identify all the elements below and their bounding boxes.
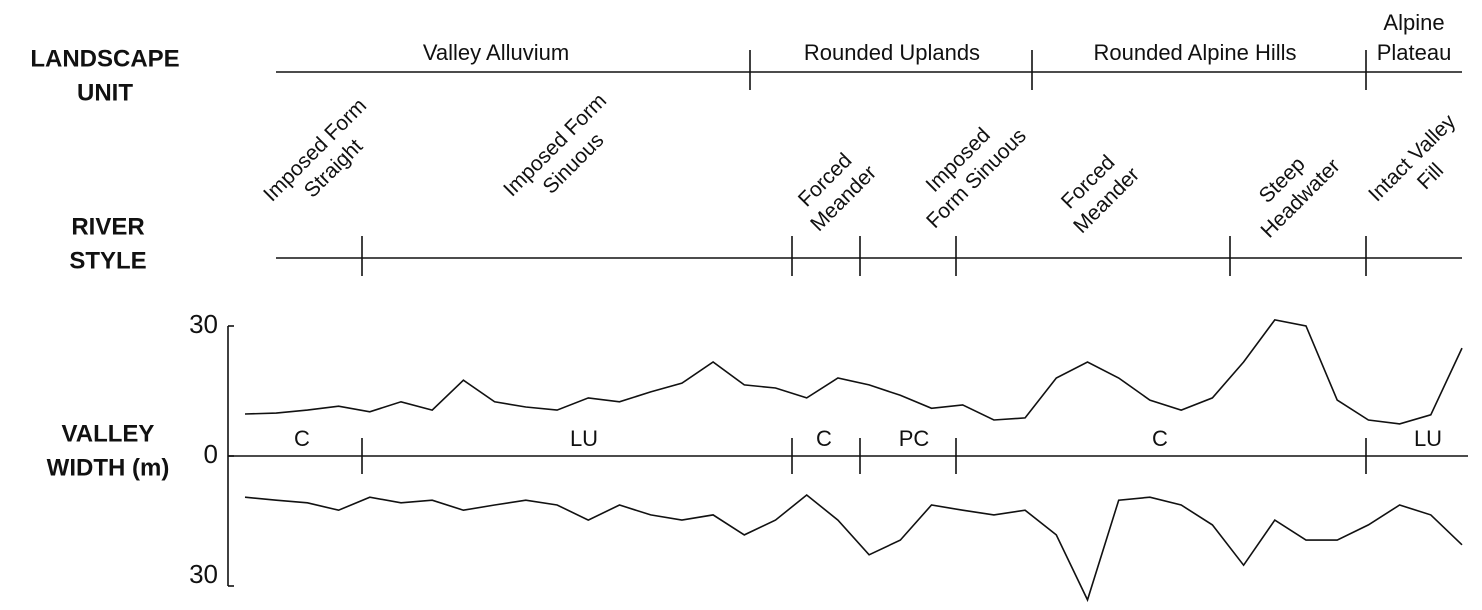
landscape-unit: Rounded Alpine Hills	[1093, 40, 1296, 65]
confinement-label: C	[294, 426, 310, 451]
y-tick-label: 0	[204, 439, 218, 469]
valley-width-trace	[244, 319, 1463, 425]
river-style-line: Intact Valley	[1364, 110, 1460, 206]
row-label: WIDTH (m)	[47, 454, 170, 481]
row-label: STYLE	[69, 247, 146, 274]
confinement-label: C	[816, 426, 832, 451]
confinement-label: PC	[899, 426, 930, 451]
confinement-label: LU	[570, 426, 598, 451]
row-label: UNIT	[77, 79, 133, 106]
confinement-label: LU	[1414, 426, 1442, 451]
y-tick-label: 30	[189, 559, 218, 589]
landscape-unit: Valley Alluvium	[423, 40, 569, 65]
landscape-unit: Rounded Uplands	[804, 40, 980, 65]
landscape-unit: Alpine	[1383, 10, 1444, 35]
row-label: RIVER	[71, 213, 144, 240]
row-label: VALLEY	[62, 420, 155, 447]
valley-width-trace	[244, 493, 1463, 603]
y-tick-label: 30	[189, 309, 218, 339]
landscape-unit: Plateau	[1377, 40, 1452, 65]
row-label: LANDSCAPE	[30, 45, 179, 72]
confinement-label: C	[1152, 426, 1168, 451]
